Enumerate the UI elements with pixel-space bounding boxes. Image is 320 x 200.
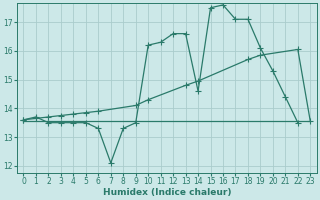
- X-axis label: Humidex (Indice chaleur): Humidex (Indice chaleur): [103, 188, 231, 197]
